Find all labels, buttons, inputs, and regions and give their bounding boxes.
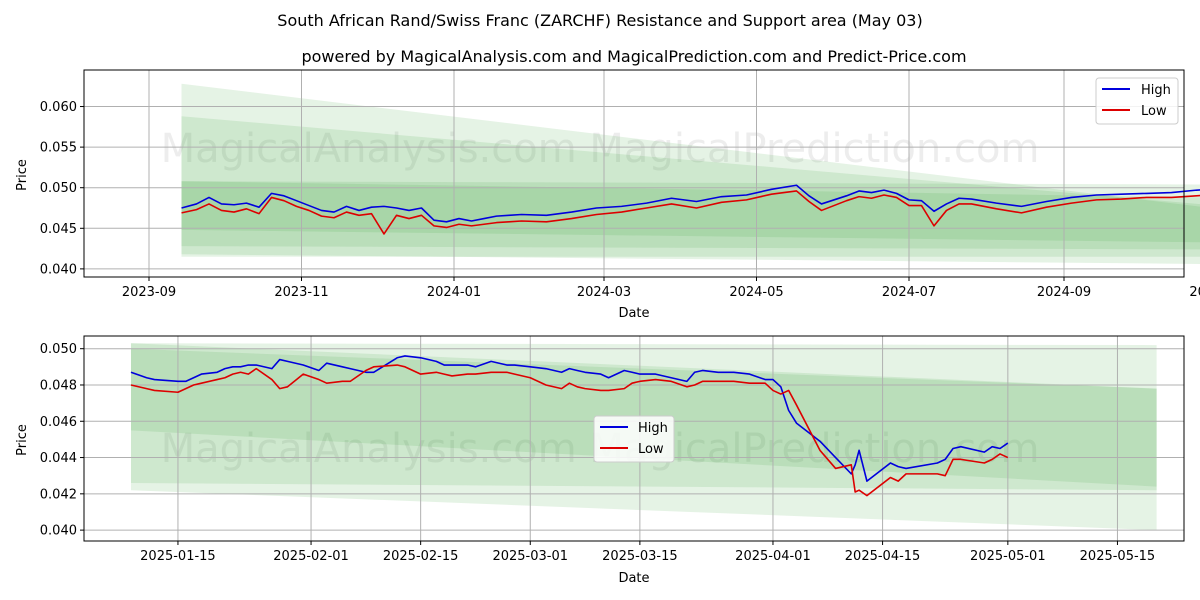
x-tick-label: 2025-03-01 [492,549,568,564]
y-tick-label: 0.044 [40,451,77,466]
legend-high-label: High [638,421,668,436]
y-tick-label: 0.060 [40,100,77,115]
bottom-chart-xlabel: Date [618,571,649,586]
series-line-low [181,190,1200,235]
x-tick-label: 2025-01-15 [140,549,216,564]
top-chart-legend: High Low [1095,77,1179,125]
top-chart-title: powered by MagicalAnalysis.com and Magic… [301,47,966,66]
x-tick-label: 2023-11 [274,285,328,300]
support-resistance-band-3 [181,181,1200,250]
bottom-chart-ylabel: Price [15,424,30,456]
legend-high-label: High [1141,83,1171,98]
series-line-low [130,364,1009,497]
y-tick-label: 0.050 [40,342,77,357]
x-tick-label: 2025-05-01 [970,549,1046,564]
series-line-high [181,184,1200,223]
x-tick-label: 2024-09 [1037,285,1091,300]
y-tick-label: 0.040 [40,262,77,277]
x-tick-label: 2024-05 [729,285,783,300]
top-chart-ylabel: Price [15,159,30,191]
y-tick-label: 0.050 [40,181,77,196]
support-resistance-band-2 [181,181,1200,264]
y-tick-label: 0.046 [40,415,77,430]
bottom-chart-panel: MagicalAnalysis.com MagicalPrediction.co… [15,335,1185,586]
figure-suptitle: South African Rand/Swiss Franc (ZARCHF) … [277,11,922,30]
bottom-chart-legend: High Low [593,415,675,463]
x-tick-label: 2025-02-01 [273,549,349,564]
x-tick-label: 2025-04-01 [735,549,811,564]
x-tick-label: 2023-09 [122,285,176,300]
x-tick-label: 2025-02-15 [383,549,459,564]
y-tick-label: 0.048 [40,378,77,393]
y-tick-label: 0.040 [40,524,77,539]
top-chart-xlabel: Date [618,306,649,321]
y-tick-label: 0.045 [40,222,77,237]
top-chart-watermark: MagicalAnalysis.com MagicalPrediction.co… [161,126,1040,172]
x-tick-label: 2024-01 [427,285,481,300]
x-tick-label: 2025-05-15 [1080,549,1156,564]
x-tick-label: 2024-03 [577,285,631,300]
x-tick-label: 2024-07 [882,285,936,300]
x-tick-label: 2025-04-15 [845,549,921,564]
x-tick-label: 2025-03-15 [602,549,678,564]
legend-low-label: Low [638,442,664,457]
x-tick-label: 2024-11 [1189,285,1200,300]
top-chart-panel: powered by MagicalAnalysis.com and Magic… [15,47,1200,321]
bottom-chart-frame [83,335,1185,542]
top-chart-frame [83,69,1185,278]
support-resistance-band-0 [181,83,1200,257]
y-tick-label: 0.055 [40,141,77,156]
y-tick-label: 0.042 [40,487,77,502]
series-line-high [130,355,1009,482]
legend-low-label: Low [1141,104,1167,119]
